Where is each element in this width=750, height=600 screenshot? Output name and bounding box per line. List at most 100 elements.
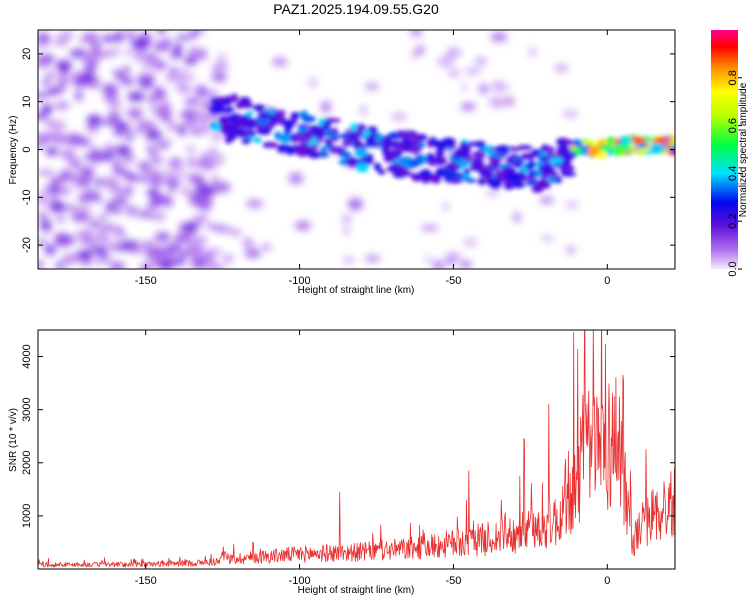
snr-panel: -150 -100 -50 0 1000 2000 3000 4000 Height of …: [8, 329, 676, 596]
noise-cell: [194, 112, 213, 124]
signal-cell: [514, 147, 521, 152]
colorbar-ticks: 0.0 0.2 0.4 0.6 0.8: [727, 70, 742, 277]
noise-cell: [213, 181, 231, 193]
signal-cell: [373, 162, 382, 171]
noise-cell: [565, 202, 579, 208]
noise-cell: [157, 41, 171, 52]
noise-cell: [91, 259, 109, 265]
signal-cell: [512, 156, 523, 162]
spectrogram-y-ticks: -20 -10 0 10 20: [21, 48, 675, 253]
noise-cell: [38, 261, 44, 269]
signal-cell: [495, 145, 510, 150]
noise-cell: [64, 175, 79, 181]
noise-cell: [342, 215, 351, 223]
signal-cell: [596, 150, 607, 159]
noise-cell: [539, 196, 554, 204]
y-tick-label: -20: [21, 237, 33, 253]
signal-cell: [308, 151, 322, 159]
noise-cell: [54, 233, 70, 238]
signal-cell: [472, 150, 486, 160]
signal-cell: [464, 178, 477, 183]
noise-cell: [187, 192, 194, 203]
noise-cell: [463, 238, 478, 247]
noise-cell: [38, 31, 49, 43]
noise-cell: [442, 204, 449, 210]
noise-cell: [124, 133, 134, 140]
signal-cell: [411, 173, 423, 182]
noise-cell: [45, 120, 54, 127]
noise-cell: [206, 91, 219, 98]
noise-cell: [138, 76, 152, 81]
spectrogram-y-axis-label: Frequency (Hz): [8, 116, 19, 185]
signal-cell: [411, 144, 419, 155]
signal-cell: [669, 147, 675, 154]
signal-cell: [366, 126, 378, 133]
signal-cell: [463, 168, 471, 176]
noise-cell: [492, 86, 511, 92]
noise-cell: [185, 230, 196, 236]
noise-cell: [211, 72, 227, 82]
noise-cell: [84, 249, 96, 256]
y-tick-label: 4000: [21, 344, 33, 368]
noise-cells: [38, 30, 579, 269]
signal-cell: [239, 120, 249, 129]
signal-cell: [366, 134, 376, 140]
signal-cell: [382, 149, 392, 156]
noise-cell: [211, 174, 219, 185]
noise-cell: [446, 47, 462, 58]
signal-cell: [278, 133, 293, 143]
noise-cell: [288, 172, 304, 185]
signal-cell: [319, 146, 330, 151]
noise-cell: [157, 144, 168, 150]
noise-cell: [55, 60, 72, 72]
noise-cell: [140, 262, 153, 269]
noise-cell: [88, 82, 101, 89]
noise-cell: [205, 264, 224, 269]
signal-cell: [586, 147, 601, 154]
noise-cell: [61, 253, 79, 264]
noise-cell: [77, 193, 95, 203]
signal-cell: [377, 169, 386, 175]
spectrogram-x-ticks: -150 -100 -50 0: [135, 30, 610, 287]
signal-cell: [391, 163, 398, 172]
signal-cell: [258, 111, 272, 119]
noise-cell: [83, 31, 99, 43]
noise-cell: [528, 47, 538, 57]
noise-cell: [425, 255, 432, 263]
y-tick-label: 20: [21, 48, 33, 60]
noise-cell: [127, 92, 146, 102]
noise-cell: [244, 247, 262, 259]
noise-cell: [169, 52, 183, 59]
signal-cell: [589, 152, 596, 158]
noise-cell: [75, 230, 93, 238]
noise-cell: [50, 197, 58, 207]
noise-cell: [162, 109, 170, 121]
noise-cell: [445, 253, 462, 259]
signal-cell: [426, 153, 435, 162]
signal-cell: [353, 140, 363, 149]
noise-cell: [420, 225, 439, 231]
noise-cell: [38, 112, 48, 120]
signal-cell: [531, 185, 544, 193]
noise-cell: [84, 214, 96, 219]
signal-cell: [490, 157, 501, 167]
noise-cell: [44, 70, 57, 80]
noise-cell: [121, 76, 135, 87]
noise-cell: [308, 78, 318, 87]
noise-cell: [145, 52, 157, 63]
noise-cell: [46, 131, 62, 142]
noise-cell: [71, 213, 89, 222]
noise-cell: [45, 147, 59, 156]
colorbar-tick-label: 0.8: [727, 70, 739, 85]
noise-cell: [197, 203, 210, 210]
noise-cell: [78, 239, 94, 245]
noise-cell: [125, 175, 143, 182]
signal-cell: [445, 144, 457, 150]
noise-cell: [178, 125, 187, 137]
noise-cell: [64, 30, 73, 38]
colorbar-tick-label: 0.4: [727, 166, 739, 181]
signal-cell: [299, 135, 313, 143]
noise-cell: [75, 90, 82, 102]
noise-cell: [80, 259, 93, 266]
noise-cell: [199, 48, 207, 61]
